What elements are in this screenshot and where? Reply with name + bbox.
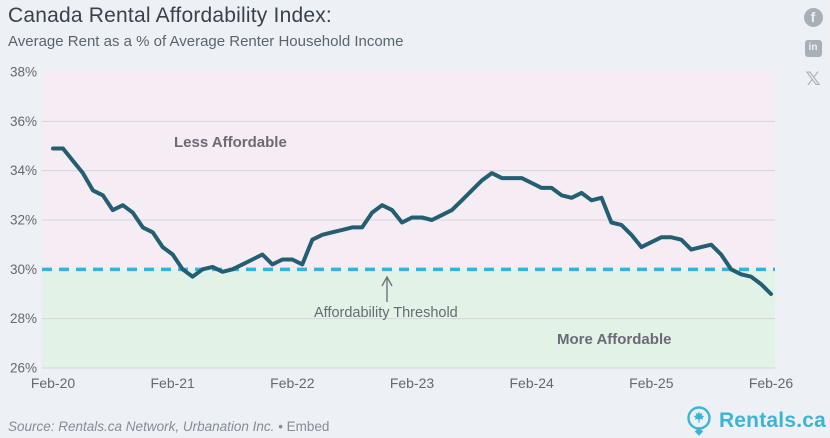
y-tick-label: 28% <box>10 311 37 326</box>
y-tick-label: 34% <box>10 163 37 178</box>
x-share-icon[interactable]: 𝕏 <box>803 69 823 89</box>
page-subtitle: Average Rent as a % of Average Renter Ho… <box>8 33 404 50</box>
y-tick-label: 30% <box>10 262 37 277</box>
linkedin-share-icon[interactable]: in <box>803 38 823 58</box>
source-text: Source: Rentals.ca Network, Urbanation I… <box>8 419 275 434</box>
x-tick-label: Feb-23 <box>390 375 435 391</box>
rentals-ca-logo[interactable]: Rentals.ca <box>683 404 826 438</box>
facebook-icon: f <box>803 7 823 27</box>
x-tick-label: Feb-21 <box>150 375 195 391</box>
source-separator: • <box>274 419 287 434</box>
x-tick-label: Feb-25 <box>629 375 674 391</box>
maple-leaf-pin-icon <box>687 406 711 436</box>
x-tick-label: Feb-22 <box>270 375 315 391</box>
source-attribution: Source: Rentals.ca Network, Urbanation I… <box>8 419 329 434</box>
y-tick-label: 26% <box>10 361 37 376</box>
facebook-share-icon[interactable]: f <box>803 7 823 27</box>
threshold-arrow <box>381 275 393 302</box>
y-tick-label: 32% <box>10 213 37 228</box>
logo-text: Rentals.ca <box>718 409 826 432</box>
linkedin-icon: in <box>804 39 822 57</box>
rent-affordability-line <box>51 146 773 296</box>
embed-link[interactable]: Embed <box>286 419 330 434</box>
x-tick-label: Feb-24 <box>509 375 554 391</box>
less-affordable-label: Less Affordable <box>174 134 287 151</box>
page-title: Canada Rental Affordability Index: <box>8 4 332 27</box>
social-share-bar: f in 𝕏 <box>803 7 823 89</box>
x-tick-label: Feb-26 <box>749 375 794 391</box>
y-tick-label: 38% <box>10 65 37 80</box>
x-tick-label: Feb-20 <box>31 375 76 391</box>
more-affordable-label: More Affordable <box>557 331 672 348</box>
affordability-threshold-label: Affordability Threshold <box>314 305 458 321</box>
y-tick-label: 36% <box>10 114 37 129</box>
x-twitter-icon: 𝕏 <box>805 67 821 90</box>
